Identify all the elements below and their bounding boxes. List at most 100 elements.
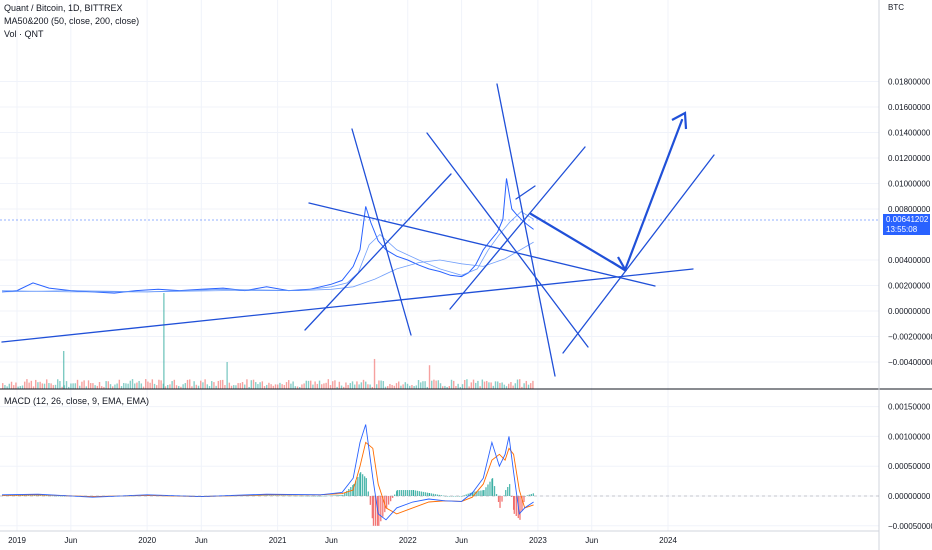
volume-bar [272,385,275,389]
macd-histogram-bar [420,491,423,496]
volume-bar [431,380,433,389]
macd-histogram-bar [501,496,503,502]
macd-histogram-bar [34,495,36,496]
volume-bar [151,379,154,389]
price-tick-label: 0.01800000 [888,78,931,87]
volume-bar [81,381,83,389]
volume-bar [521,386,523,389]
volume-bar [398,381,400,389]
time-tick-label: 2021 [269,536,287,545]
macd-histogram-bar [458,496,461,497]
volume-bar [281,384,283,389]
volume-bar [178,385,180,389]
volume-bar [479,386,481,389]
macd-legend[interactable]: MACD (12, 26, close, 9, EMA, EMA) [4,396,150,406]
volume-bar [457,383,459,389]
volume-bar [87,380,90,389]
volume-bar [261,381,264,389]
macd-histogram-bar [380,496,382,522]
volume-bar [325,382,327,389]
macd-histogram-bar [476,491,478,496]
volume-bar [118,379,121,389]
volume-bar [156,385,158,389]
volume-bar [376,384,378,389]
current-price-tag: 0.00641202 13:55:08 [883,214,930,235]
macd-axis[interactable]: 0.00150000 0.00100000 0.00050000 0.00000000… [888,403,932,531]
price-axis[interactable]: 0.01800000 0.01600000 0.01400000 0.01200000… [888,78,932,368]
ma-legend[interactable]: MA50&200 (50, close, 200, close) [4,16,140,26]
macd-histogram-bar [304,495,306,497]
macd-histogram-bar [395,491,398,496]
macd-histogram-bar [393,494,396,496]
volume-bar [147,381,149,389]
volume-bar [129,380,132,389]
macd-histogram-bar [272,495,274,496]
volume-bar [464,380,466,389]
volume-bar [382,381,385,389]
macd-histogram-bar [286,495,288,497]
time-tick-label: 2019 [8,536,26,545]
macd-histogram-bar [513,496,515,514]
macd-histogram-bar [480,490,482,496]
price-tick-label: −0.00400000 [888,358,932,367]
volume-bar [404,382,407,389]
macd-histogram-bar [530,493,532,496]
macd-histogram-bar [416,490,419,496]
macd-histogram-bar [467,493,469,496]
volume-bar [158,379,160,389]
volume-bar [373,358,376,389]
macd-tick-label: 0.00100000 [888,432,931,441]
chart-title[interactable]: Quant / Bitcoin, 1D, BITTREX [4,3,123,13]
macd-histogram-bar [332,495,334,496]
volume-bar [415,385,418,389]
volume-bar [442,386,444,389]
macd-histogram-bar [359,473,361,496]
macd-histogram-bar [245,495,247,497]
volume-bar [318,380,321,389]
volume-legend[interactable]: Vol · QNT [4,29,44,39]
trendline [562,154,715,354]
macd-histogram-bar [448,496,451,497]
bar-countdown: 13:55:08 [886,225,918,234]
volume-bar [413,386,415,389]
macd-histogram-bar [454,496,457,497]
volume-bar [43,383,46,389]
volume-bar [48,383,50,389]
macd-histogram-bar [371,496,373,519]
macd-histogram-bar [52,495,54,497]
trendline-drawings[interactable] [1,83,715,377]
volume-bar [70,383,72,389]
macd-histogram-bar [507,487,509,496]
volume-bar [217,380,220,389]
time-axis[interactable]: 2019 Jun 2020 Jun 2021 Jun 2022 Jun 2023 Jun 2024 [8,536,677,545]
volume-bar [241,382,244,389]
macd-histogram-bar [440,495,443,496]
volume-bar [233,385,235,389]
price-line [1,178,534,294]
volume-bar [426,386,429,389]
macd-histogram-bar [412,490,415,496]
volume-bar [54,384,57,389]
macd-histogram-bar [280,495,282,497]
volume-bar [503,384,506,389]
volume-bar [105,381,107,389]
volume-bar [483,381,486,389]
volume-bar [323,383,325,389]
volume-bar [164,386,167,389]
volume-bar [4,385,6,389]
volume-bar [519,379,521,389]
volume-bar [8,383,11,389]
trendline [515,185,536,200]
time-tick-label: Jun [455,536,468,545]
macd-histogram-bar [485,487,487,496]
macd-histogram-bar [515,496,517,516]
macd-histogram-bar [320,496,322,497]
macd-histogram-bar [46,495,48,497]
macd-histogram-bar [284,495,286,497]
volume-bar [21,385,24,389]
time-tick-label: 2023 [529,536,547,545]
time-tick-label: 2020 [138,536,156,545]
ma200-line [1,241,534,293]
volume-bar [175,385,178,389]
